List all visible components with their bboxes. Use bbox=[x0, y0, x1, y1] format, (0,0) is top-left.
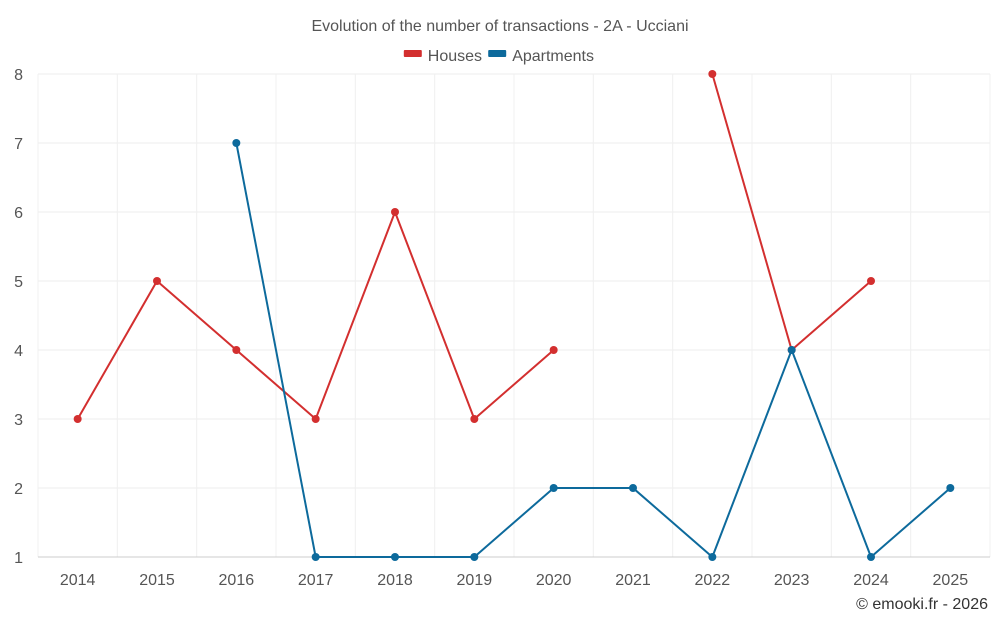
x-tick-label: 2023 bbox=[774, 572, 810, 589]
legend-item-houses[interactable]: Houses bbox=[403, 48, 482, 65]
data-point-apartments[interactable] bbox=[470, 553, 479, 561]
y-axis: 1 2 3 4 5 6 7 8 bbox=[14, 67, 23, 567]
data-point-houses[interactable] bbox=[708, 70, 717, 78]
legend-swatch bbox=[488, 50, 507, 57]
x-tick-label: 2018 bbox=[377, 572, 413, 589]
legend-swatch bbox=[403, 50, 422, 57]
x-tick-label: 2020 bbox=[536, 572, 572, 589]
x-tick-label: 2017 bbox=[298, 572, 334, 589]
y-tick-label: 5 bbox=[14, 274, 23, 291]
grid bbox=[37, 73, 991, 558]
data-point-apartments[interactable] bbox=[708, 553, 717, 561]
legend: Houses Apartments bbox=[403, 48, 594, 65]
data-point-houses[interactable] bbox=[391, 208, 399, 216]
x-tick-label: 2025 bbox=[933, 572, 969, 589]
data-point-apartments[interactable] bbox=[867, 553, 875, 561]
series-line-apartments bbox=[235, 142, 951, 558]
series-apartments bbox=[232, 139, 955, 561]
x-tick-label: 2019 bbox=[457, 572, 493, 589]
y-tick-label: 3 bbox=[14, 412, 23, 429]
y-tick-label: 4 bbox=[14, 343, 23, 360]
data-point-apartments[interactable] bbox=[787, 346, 796, 354]
data-point-houses[interactable] bbox=[311, 415, 320, 423]
legend-label: Apartments bbox=[512, 48, 594, 65]
x-tick-label: 2016 bbox=[219, 572, 255, 589]
credit-text: © emooki.fr - 2026 bbox=[856, 596, 988, 613]
data-point-apartments[interactable] bbox=[946, 484, 955, 492]
x-tick-label: 2014 bbox=[60, 572, 96, 589]
series-houses bbox=[73, 70, 875, 423]
y-tick-label: 8 bbox=[14, 67, 23, 84]
x-tick-label: 2022 bbox=[695, 572, 731, 589]
data-point-apartments[interactable] bbox=[391, 553, 399, 561]
data-point-apartments[interactable] bbox=[311, 553, 320, 561]
x-axis: 2014 2015 2016 2017 2018 2019 2020 2021 2022 2023… bbox=[60, 572, 968, 589]
chart-title: Evolution of the number of transactions … bbox=[311, 18, 688, 35]
x-tick-label: 2015 bbox=[139, 572, 175, 589]
data-point-apartments[interactable] bbox=[629, 484, 637, 492]
legend-item-apartments[interactable]: Apartments bbox=[488, 48, 594, 65]
data-point-apartments[interactable] bbox=[232, 139, 241, 147]
series-layer bbox=[73, 70, 955, 561]
data-point-apartments[interactable] bbox=[549, 484, 558, 492]
y-tick-label: 1 bbox=[14, 550, 23, 567]
data-point-houses[interactable] bbox=[470, 415, 479, 423]
y-tick-label: 7 bbox=[14, 136, 23, 153]
data-point-houses[interactable] bbox=[232, 346, 241, 354]
data-point-houses[interactable] bbox=[153, 277, 161, 285]
y-tick-label: 6 bbox=[14, 205, 23, 222]
data-point-houses[interactable] bbox=[73, 415, 82, 423]
x-tick-label: 2021 bbox=[615, 572, 651, 589]
x-tick-label: 2024 bbox=[853, 572, 889, 589]
data-point-houses[interactable] bbox=[867, 277, 875, 285]
y-tick-label: 2 bbox=[14, 481, 23, 498]
legend-label: Houses bbox=[428, 48, 482, 65]
data-point-houses[interactable] bbox=[549, 346, 558, 354]
